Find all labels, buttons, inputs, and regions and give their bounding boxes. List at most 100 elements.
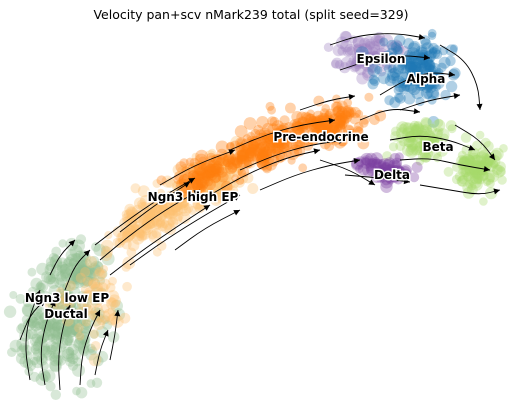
cell-point — [77, 274, 90, 286]
cell-point — [393, 92, 404, 103]
cell-point — [91, 242, 101, 252]
cell-point — [240, 146, 251, 158]
cell-point — [426, 86, 439, 99]
label-epsilon: Epsilon — [357, 52, 406, 66]
cell-point — [60, 267, 72, 279]
cell-point — [410, 61, 422, 73]
cell-point — [423, 90, 432, 99]
cell-point — [59, 292, 69, 302]
cell-point — [470, 178, 483, 191]
cell-point — [309, 120, 322, 134]
cell-point — [403, 135, 416, 148]
cell-point — [160, 219, 169, 229]
cell-point — [327, 120, 340, 132]
cell-point — [198, 191, 210, 203]
cell-point — [82, 301, 92, 311]
cell-point — [294, 121, 304, 130]
cell-point — [56, 264, 67, 275]
cell-point — [311, 127, 321, 138]
cell-point — [281, 131, 290, 141]
cell-point — [361, 44, 373, 55]
cell-point — [9, 291, 18, 299]
cell-point — [88, 255, 100, 267]
cell-point — [64, 280, 75, 291]
streamline — [109, 309, 119, 361]
cell-point — [89, 283, 103, 297]
cell-point — [89, 329, 99, 339]
cell-point — [411, 76, 422, 87]
cell-point — [368, 53, 380, 65]
cell-point — [389, 153, 401, 165]
cell-point — [490, 161, 499, 170]
cell-point — [464, 155, 476, 167]
cell-point — [47, 273, 57, 283]
cell-point — [90, 294, 103, 308]
cell-point — [48, 326, 61, 339]
cell-point — [99, 278, 111, 291]
cell-point — [148, 230, 162, 244]
cell-point — [171, 207, 181, 217]
cell-point — [419, 135, 430, 146]
cell-point — [231, 156, 244, 168]
cell-point — [267, 105, 276, 115]
cell-point — [479, 197, 488, 206]
cell-point — [469, 166, 479, 176]
cell-point — [367, 78, 379, 90]
cell-point — [143, 207, 156, 219]
cell-point — [106, 290, 120, 303]
streamline-arrowhead — [368, 179, 375, 185]
cell-point — [52, 313, 63, 325]
cell-point — [419, 139, 431, 151]
cell-point — [247, 183, 259, 194]
cell-point — [178, 190, 191, 203]
cell-point — [22, 358, 34, 369]
cell-point — [416, 66, 427, 76]
cell-point — [403, 92, 416, 105]
cell-point — [89, 264, 102, 277]
cell-point — [53, 297, 67, 311]
cell-point — [169, 200, 183, 213]
cell-point — [364, 92, 374, 102]
cell-point — [227, 158, 241, 172]
cell-point — [427, 76, 440, 90]
cell-point — [149, 208, 159, 218]
cell-point — [65, 249, 78, 261]
cell-point — [59, 263, 72, 276]
cell-point — [298, 135, 311, 148]
cell-point — [338, 120, 348, 130]
cell-point — [340, 39, 353, 53]
cell-point — [169, 200, 182, 213]
cell-point — [209, 182, 223, 195]
cell-point — [72, 239, 85, 253]
cell-point — [322, 121, 332, 132]
cell-point — [424, 75, 438, 89]
cell-point — [409, 120, 420, 132]
cell-point — [73, 267, 84, 279]
cell-point — [282, 140, 293, 151]
cell-point — [196, 183, 205, 192]
cell-point — [273, 149, 286, 162]
cell-point — [188, 180, 200, 193]
cell-point — [291, 111, 303, 123]
cell-point — [29, 336, 39, 346]
cell-point — [440, 89, 451, 101]
cell-point — [483, 141, 494, 152]
cell-point — [402, 77, 412, 88]
cell-point — [432, 82, 441, 92]
cell-point — [356, 72, 369, 85]
cell-point — [334, 130, 345, 142]
cell-point — [417, 46, 428, 57]
cell-point — [481, 157, 492, 168]
cell-point — [172, 191, 186, 205]
cell-point — [408, 40, 421, 53]
cell-point — [55, 288, 68, 301]
cell-point — [202, 169, 212, 179]
cell-point — [248, 140, 259, 151]
cell-point — [339, 30, 352, 43]
cell-point — [255, 142, 267, 154]
cell-point — [313, 95, 325, 107]
cell-point — [401, 82, 410, 92]
cell-point — [204, 184, 214, 193]
cell-point — [29, 371, 40, 382]
cell-point — [152, 201, 162, 210]
